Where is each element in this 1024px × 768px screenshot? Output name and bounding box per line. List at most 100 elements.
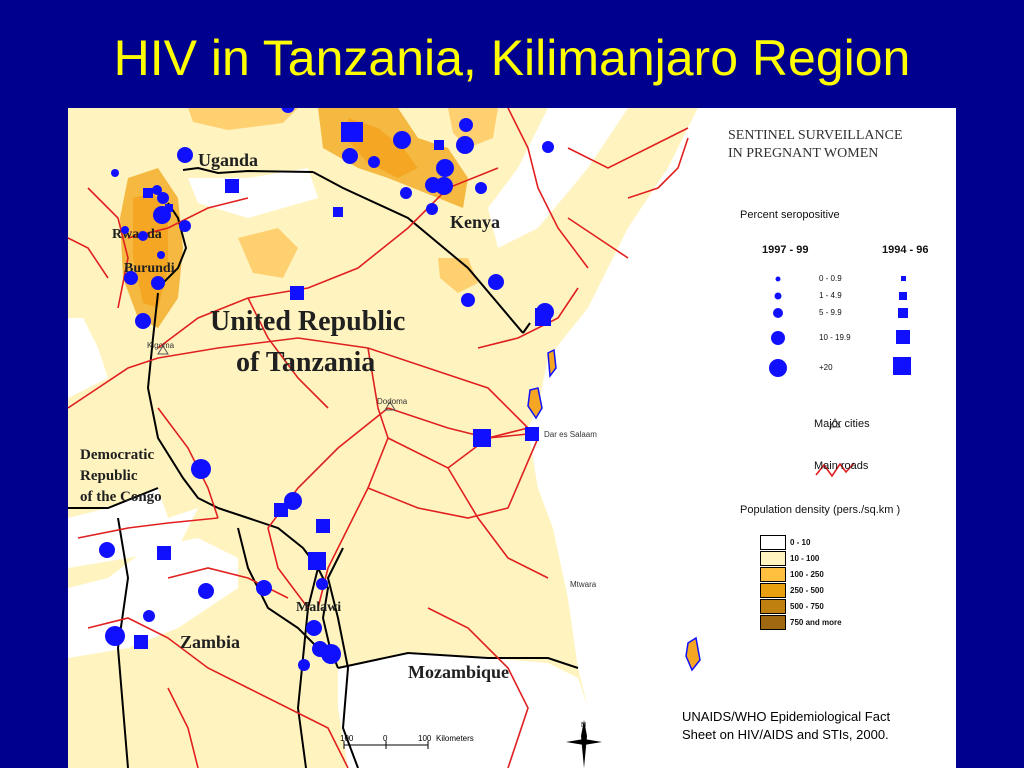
slide-title: HIV in Tanzania, Kilimanjaro Region [113, 30, 911, 86]
site-marker[interactable] [306, 620, 322, 636]
label-uganda: Uganda [198, 150, 258, 170]
site-marker[interactable] [321, 644, 341, 664]
label-mozambique: Mozambique [408, 662, 509, 682]
site-marker[interactable] [342, 148, 358, 164]
site-marker[interactable] [134, 635, 148, 649]
svg-text:N: N [581, 722, 586, 729]
legend-class-2: 1 - 4.9 [819, 291, 842, 300]
density-swatch [760, 615, 786, 631]
label-malawi: Malawi [296, 600, 341, 615]
site-marker[interactable] [225, 179, 239, 193]
density-class-row: 750 and more [760, 614, 842, 631]
site-marker[interactable] [143, 188, 153, 198]
site-marker[interactable] [308, 552, 326, 570]
indian-ocean [528, 108, 956, 768]
site-marker[interactable] [274, 503, 288, 517]
site-marker[interactable] [316, 519, 330, 533]
legend-period-1997: 1997 - 99 [762, 244, 809, 256]
surveillance-sites-1997-99 [99, 108, 554, 671]
label-dodoma: Dodoma [377, 397, 408, 406]
site-marker[interactable] [400, 187, 412, 199]
density-class-row: 100 - 250 [760, 566, 824, 583]
site-marker[interactable] [316, 578, 328, 590]
site-marker[interactable] [542, 141, 554, 153]
map-panel: Uganda Kenya Rwanda Burundi United Repub… [68, 108, 956, 768]
legend-class-5: +20 [819, 363, 833, 372]
site-marker[interactable] [436, 159, 454, 177]
site-marker[interactable] [425, 177, 441, 193]
site-marker[interactable] [121, 226, 129, 234]
map-legend: SENTINEL SURVEILLANCE IN PREGNANT WOMEN … [716, 108, 956, 708]
legend-period-1994: 1994 - 96 [882, 244, 929, 256]
low-density-area [68, 318, 108, 398]
site-marker[interactable] [434, 140, 444, 150]
site-marker[interactable] [333, 207, 343, 217]
high-density-area [188, 108, 298, 130]
legend-major-cities: Major cities [814, 418, 870, 430]
site-marker[interactable] [488, 274, 504, 290]
site-marker[interactable] [151, 276, 165, 290]
label-mtwara: Mtwara [570, 580, 597, 589]
site-marker[interactable] [393, 131, 411, 149]
site-marker[interactable] [165, 204, 173, 212]
site-marker[interactable] [111, 169, 119, 177]
density-swatch [760, 567, 786, 583]
site-marker[interactable] [525, 427, 539, 441]
site-marker[interactable] [157, 546, 171, 560]
scale-tick-right: 100 [418, 734, 432, 743]
main-roads [68, 108, 689, 768]
density-label: 0 - 10 [790, 538, 811, 548]
site-marker[interactable] [135, 313, 151, 329]
label-rwanda: Rwanda [112, 227, 162, 242]
site-marker[interactable] [456, 136, 474, 154]
site-marker[interactable] [99, 542, 115, 558]
label-kenya: Kenya [450, 212, 500, 232]
density-swatch [760, 583, 786, 599]
site-marker[interactable] [535, 308, 551, 326]
site-marker[interactable] [461, 293, 475, 307]
site-marker[interactable] [475, 182, 487, 194]
low-density-area [338, 653, 588, 768]
site-marker[interactable] [138, 231, 148, 241]
label-drc-line3: of the Congo [80, 489, 162, 505]
scale-unit: Kilometers [436, 734, 474, 743]
site-marker[interactable] [105, 626, 125, 646]
land-mass [68, 108, 698, 768]
site-marker[interactable] [368, 156, 380, 168]
site-marker[interactable] [157, 251, 165, 259]
density-swatch [760, 599, 786, 615]
compass-icon: N [566, 720, 602, 768]
site-marker[interactable] [152, 185, 162, 195]
site-marker[interactable] [341, 122, 363, 142]
legend-main-roads: Main roads [814, 460, 869, 472]
scale-bar: 100 0 100 Kilometers [340, 734, 474, 749]
city-triangle-icon [829, 418, 841, 428]
label-drc-line1: Democratic [80, 447, 154, 463]
label-drc-line2: Republic [80, 468, 138, 484]
site-marker[interactable] [284, 492, 302, 510]
label-zambia: Zambia [180, 632, 240, 652]
density-class-row: 10 - 100 [760, 550, 820, 567]
site-marker[interactable] [179, 220, 191, 232]
site-marker[interactable] [290, 286, 304, 300]
site-marker[interactable] [459, 118, 473, 132]
site-marker[interactable] [298, 659, 310, 671]
site-marker[interactable] [281, 108, 295, 113]
site-marker[interactable] [256, 580, 272, 596]
site-marker[interactable] [473, 429, 491, 447]
site-marker[interactable] [177, 147, 193, 163]
site-marker[interactable] [191, 459, 211, 479]
label-dar-es-salaam: Dar es Salaam [544, 430, 597, 439]
site-marker[interactable] [143, 610, 155, 622]
island-pemba [547, 348, 557, 379]
density-label: 10 - 100 [790, 554, 820, 564]
label-tanzania-line1: United Republic [210, 306, 405, 337]
legend-heading-line2: IN PREGNANT WOMEN [728, 146, 879, 161]
legend-class-4: 10 - 19.9 [819, 333, 851, 342]
site-marker[interactable] [426, 203, 438, 215]
site-marker[interactable] [124, 271, 138, 285]
density-label: 100 - 250 [790, 570, 824, 580]
site-marker[interactable] [157, 192, 169, 204]
site-marker[interactable] [198, 583, 214, 599]
label-kigoma: Kigoma [147, 341, 175, 350]
